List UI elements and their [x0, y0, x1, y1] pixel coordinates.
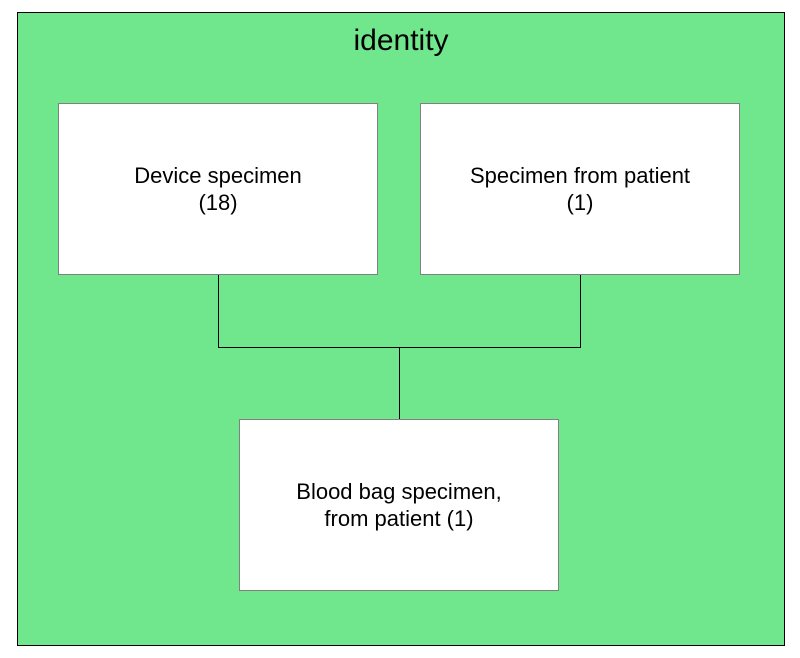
- edge-segment: [399, 347, 581, 348]
- node-blood-bag-specimen: Blood bag specimen, from patient (1): [239, 419, 559, 591]
- node-label-line2: from patient (1): [324, 505, 473, 533]
- edge-segment: [580, 275, 581, 347]
- diagram-title: identity: [17, 24, 785, 58]
- node-specimen-from-patient: Specimen from patient (1): [420, 103, 740, 275]
- edge-segment: [218, 275, 219, 347]
- edge-segment: [399, 347, 400, 419]
- node-label-line1: Specimen from patient: [470, 162, 690, 190]
- node-label-line1: Blood bag specimen,: [296, 478, 501, 506]
- node-label-line2: (18): [198, 189, 237, 217]
- node-device-specimen: Device specimen (18): [58, 103, 378, 275]
- node-label-line1: Device specimen: [134, 162, 302, 190]
- diagram-canvas: identity Device specimen (18) Specimen f…: [0, 0, 800, 658]
- edge-segment: [218, 347, 400, 348]
- node-label-line2: (1): [567, 189, 594, 217]
